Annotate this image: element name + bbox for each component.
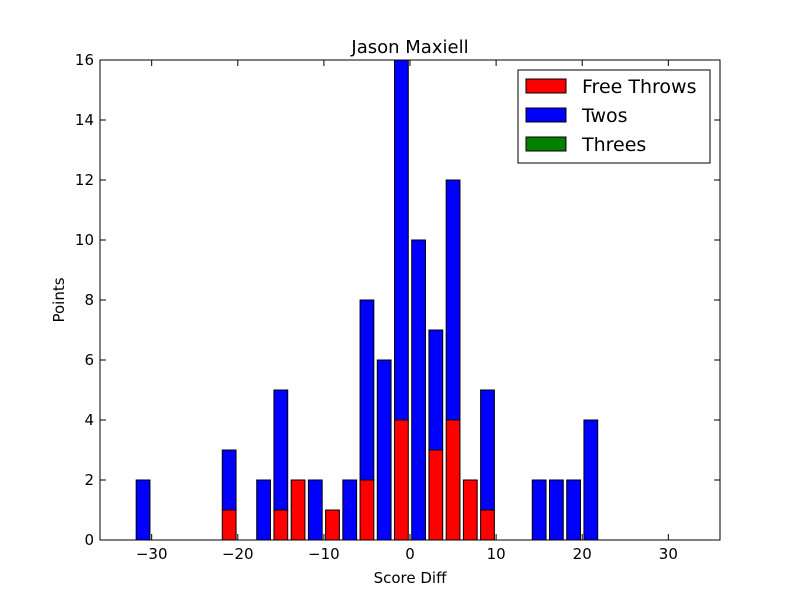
y-tick-label: 16	[75, 51, 94, 69]
legend-label: Threes	[581, 134, 646, 156]
y-tick-label: 0	[84, 531, 94, 549]
legend: Free Throws Twos Threes	[517, 69, 711, 164]
bar-twos	[428, 329, 444, 451]
legend-label: Twos	[581, 105, 628, 127]
bar-twos	[411, 239, 427, 541]
bar-twos	[480, 389, 495, 511]
chart-title: Jason Maxiell	[350, 37, 468, 58]
bar-twos	[394, 59, 409, 421]
x-tick-label: −20	[222, 545, 254, 563]
bar-free-throws	[359, 479, 375, 541]
bar-free-throws	[394, 419, 409, 541]
bar-twos	[273, 389, 289, 511]
x-tick-label: 10	[487, 545, 506, 563]
legend-swatch	[525, 107, 567, 123]
bar-twos	[221, 449, 237, 511]
bar-free-throws	[445, 419, 461, 541]
bar-twos	[307, 479, 323, 541]
bar-free-throws	[480, 509, 495, 541]
ticks-group: −30 −20 −10 0 10 20 30 0 2 4 6 8 10 12 14 16	[75, 51, 720, 563]
bar-twos	[445, 179, 461, 421]
x-tick-label: −30	[136, 545, 168, 563]
bar-free-throws	[290, 479, 306, 541]
bar-twos	[583, 419, 599, 541]
plot-frame	[99, 59, 721, 541]
bar-twos	[549, 479, 564, 541]
bar-twos	[566, 479, 581, 541]
bar-twos	[359, 299, 375, 481]
y-tick-label: 2	[84, 471, 94, 489]
x-axis-label: Score Diff	[374, 569, 447, 587]
legend-label: Free Throws	[582, 76, 696, 98]
bar-free-throws	[462, 479, 478, 541]
legend-swatch	[525, 78, 567, 94]
bar-free-throws	[273, 509, 289, 541]
y-axis-label: Points	[50, 277, 68, 322]
x-tick-label: 20	[573, 545, 592, 563]
bar-twos	[531, 479, 547, 541]
y-tick-label: 14	[75, 111, 94, 129]
bar-free-throws	[428, 449, 444, 541]
bar-twos	[135, 479, 151, 541]
bar-free-throws	[221, 509, 237, 541]
x-tick-label: −10	[308, 545, 340, 563]
y-tick-label: 6	[84, 351, 94, 369]
bar-free-throws	[325, 509, 340, 541]
y-tick-label: 4	[84, 411, 94, 429]
bar-twos	[342, 479, 358, 541]
bar-twos	[376, 359, 392, 541]
bar-twos	[256, 479, 272, 541]
x-tick-label: 0	[405, 545, 415, 563]
y-tick-label: 10	[75, 231, 94, 249]
legend-swatch	[525, 136, 567, 152]
x-tick-label: 30	[659, 545, 678, 563]
y-tick-label: 12	[75, 171, 94, 189]
y-tick-label: 8	[84, 291, 94, 309]
